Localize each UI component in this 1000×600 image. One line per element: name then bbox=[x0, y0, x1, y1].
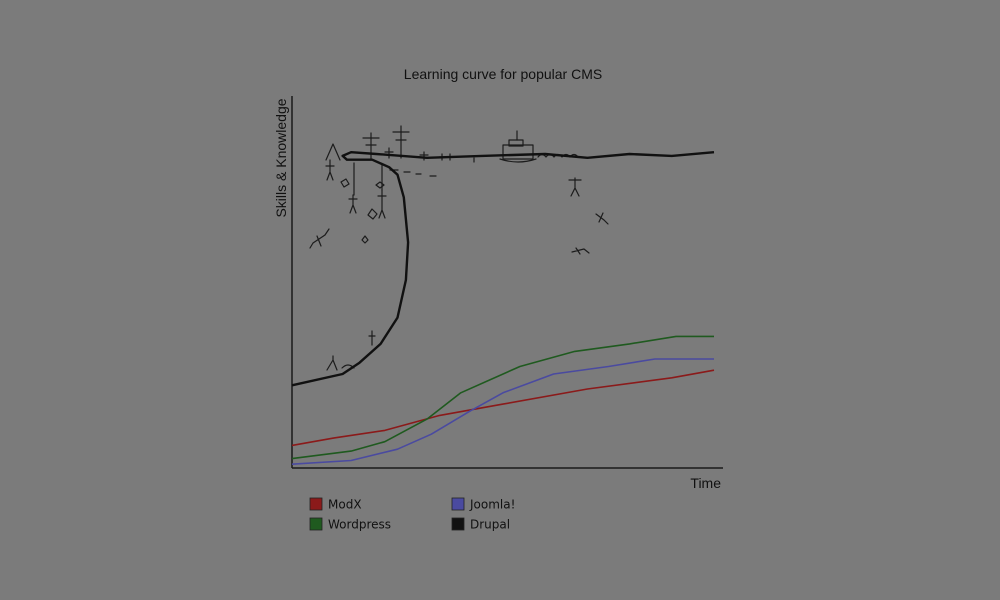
y-axis-label: Skills & Knowledge bbox=[273, 98, 289, 217]
legend-label-drupal: Drupal bbox=[470, 518, 510, 532]
series-line-wordpress bbox=[292, 336, 714, 458]
series-line-modx bbox=[292, 370, 714, 445]
legend-label-modx: ModX bbox=[328, 498, 362, 512]
legend-swatch-modx bbox=[310, 498, 322, 510]
cliff-doodles bbox=[310, 126, 608, 370]
x-axis-label: Time bbox=[690, 475, 721, 491]
legend-label-joomla: Joomla! bbox=[469, 498, 515, 512]
legend-swatch-joomla bbox=[452, 498, 464, 510]
legend-swatch-drupal bbox=[452, 518, 464, 530]
legend-label-wordpress: Wordpress bbox=[328, 518, 391, 532]
series-line-drupal bbox=[292, 152, 714, 385]
chart-title: Learning curve for popular CMS bbox=[404, 66, 602, 82]
legend: ModX Joomla! Wordpress Drupal bbox=[310, 498, 515, 532]
legend-swatch-wordpress bbox=[310, 518, 322, 530]
